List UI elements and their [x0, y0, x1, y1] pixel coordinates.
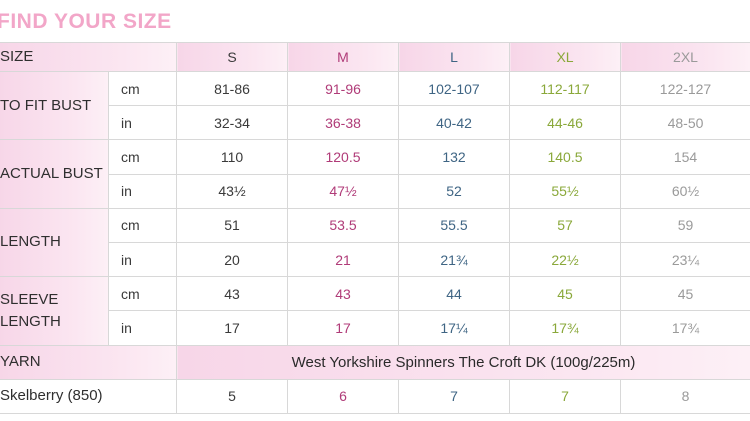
measurement-label-to-fit-bust: TO FIT BUST [0, 70, 109, 141]
value-cell: 21 [287, 241, 399, 278]
measurement-label-sleeve-length: SLEEVE LENGTH [0, 276, 109, 346]
value-cell: 81-86 [176, 70, 288, 107]
yarn-colour-label: Skelberry (850) [0, 378, 177, 414]
size-header-m: M [287, 42, 399, 72]
size-header-row: SIZE S M L XL 2XL [0, 42, 750, 72]
measurement-label-length: LENGTH [0, 207, 109, 278]
table-row: LENGTH cm 51 53.5 55.5 57 59 [0, 207, 750, 278]
size-header-s: S [176, 42, 288, 72]
yarn-label: YARN [0, 344, 177, 380]
unit-cell: cm [108, 207, 177, 243]
unit-cell: in [108, 241, 177, 278]
measurement-label-actual-bust: ACTUAL BUST [0, 139, 109, 209]
value-cell: 45 [509, 276, 621, 312]
value-cell: 44-46 [509, 105, 621, 141]
yarn-name: West Yorkshire Spinners The Croft DK (10… [176, 344, 750, 380]
table-row: in 20 21 21¾ 22½ 23¼ [0, 241, 750, 278]
unit-cell: in [108, 310, 177, 346]
value-cell: 52 [398, 173, 510, 209]
value-cell: 102-107 [398, 70, 510, 107]
value-cell: 22½ [509, 241, 621, 278]
value-cell: 122-127 [620, 70, 750, 107]
value-cell: 57 [509, 207, 621, 243]
value-cell: 40-42 [398, 105, 510, 141]
table-row: in 32-34 36-38 40-42 44-46 48-50 [0, 105, 750, 141]
value-cell: 21¾ [398, 241, 510, 278]
value-cell: 48-50 [620, 105, 750, 141]
size-header-l: L [398, 42, 510, 72]
size-table: SIZE S M L XL 2XL TO FIT BUST cm 81-86 9… [0, 42, 750, 414]
yarn-quantity-l: 7 [398, 378, 510, 414]
value-cell: 17¾ [620, 310, 750, 346]
value-cell: 132 [398, 139, 510, 175]
table-row: SLEEVE LENGTH cm 43 43 44 45 45 [0, 276, 750, 346]
yarn-quantity-m: 6 [287, 378, 399, 414]
yarn-quantity-row: Skelberry (850) 5 6 7 7 8 [0, 378, 750, 414]
value-cell: 154 [620, 139, 750, 175]
size-header-xl: XL [509, 42, 621, 72]
value-cell: 55½ [509, 173, 621, 209]
table-row: in 43½ 47½ 52 55½ 60½ [0, 173, 750, 209]
value-cell: 43 [176, 276, 288, 312]
yarn-quantity-xl: 7 [509, 378, 621, 414]
value-cell: 47½ [287, 173, 399, 209]
value-cell: 59 [620, 207, 750, 243]
value-cell: 120.5 [287, 139, 399, 175]
value-cell: 17¼ [398, 310, 510, 346]
value-cell: 45 [620, 276, 750, 312]
value-cell: 17¾ [509, 310, 621, 346]
value-cell: 140.5 [509, 139, 621, 175]
value-cell: 43½ [176, 173, 288, 209]
unit-cell: in [108, 173, 177, 209]
value-cell: 23¼ [620, 241, 750, 278]
value-cell: 32-34 [176, 105, 288, 141]
value-cell: 44 [398, 276, 510, 312]
size-header-2xl: 2XL [620, 42, 750, 72]
value-cell: 60½ [620, 173, 750, 209]
value-cell: 53.5 [287, 207, 399, 243]
value-cell: 36-38 [287, 105, 399, 141]
value-cell: 91-96 [287, 70, 399, 107]
value-cell: 51 [176, 207, 288, 243]
table-row: TO FIT BUST cm 81-86 91-96 102-107 112-1… [0, 70, 750, 141]
yarn-quantity-s: 5 [176, 378, 288, 414]
unit-cell: cm [108, 139, 177, 175]
unit-cell: cm [108, 70, 177, 107]
value-cell: 43 [287, 276, 399, 312]
value-cell: 110 [176, 139, 288, 175]
table-row: ACTUAL BUST cm 110 120.5 132 140.5 154 [0, 139, 750, 209]
value-cell: 17 [287, 310, 399, 346]
yarn-quantity-2xl: 8 [620, 378, 750, 414]
unit-cell: cm [108, 276, 177, 312]
size-header-label: SIZE [0, 42, 177, 72]
value-cell: 112-117 [509, 70, 621, 107]
page-title: FIND YOUR SIZE [0, 10, 172, 33]
value-cell: 55.5 [398, 207, 510, 243]
yarn-row: YARN West Yorkshire Spinners The Croft D… [0, 344, 750, 380]
unit-cell: in [108, 105, 177, 141]
value-cell: 17 [176, 310, 288, 346]
value-cell: 20 [176, 241, 288, 278]
table-row: in 17 17 17¼ 17¾ 17¾ [0, 310, 750, 346]
